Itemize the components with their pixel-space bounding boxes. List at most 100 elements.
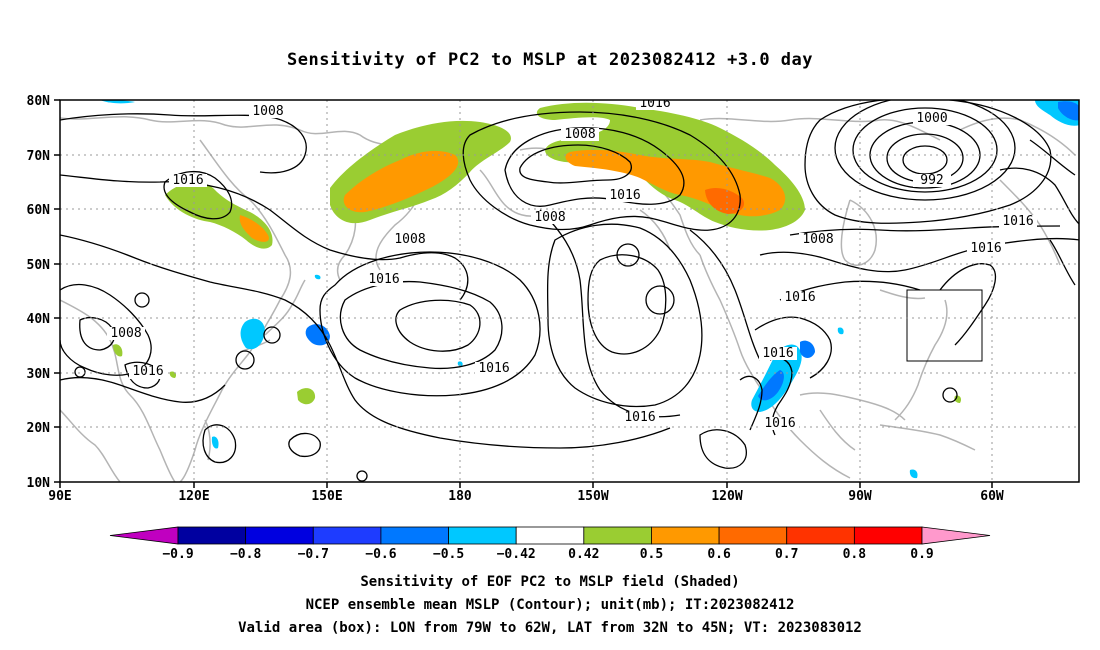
contour-label-bg — [799, 233, 837, 246]
caption-line-2: NCEP ensemble mean MSLP (Contour); unit(… — [305, 597, 795, 613]
shade-negative-japan — [240, 318, 265, 350]
shade-positive-small2 — [113, 344, 123, 357]
contour-label-bg — [365, 273, 403, 286]
colorbar-label: 0.42 — [568, 547, 599, 562]
shade-negative-greenland-core — [1058, 101, 1079, 121]
colorbar-swatch — [786, 526, 855, 545]
contour-label: 1008 — [252, 104, 283, 119]
colorbar-label: 0.9 — [910, 547, 933, 562]
sensitivity-shading — [100, 100, 1079, 479]
contour-label: 1016 — [368, 272, 399, 287]
contour-label: 992 — [920, 173, 943, 188]
caption-line-1: Sensitivity of EOF PC2 to MSLP field (Sh… — [360, 574, 740, 590]
shade-negative-florida — [837, 327, 844, 335]
colorbar-swatch — [448, 526, 517, 545]
colorbar-swatch — [380, 526, 449, 545]
colorbar-swatch — [177, 526, 247, 545]
colorbar-label: 0.6 — [707, 547, 731, 562]
shade-negative-nw — [100, 100, 135, 104]
shade-positive-siberia — [165, 182, 273, 249]
lat-tick-label: 20N — [27, 421, 51, 436]
contour-label-bg — [967, 242, 1005, 255]
shade-negative-phil — [211, 436, 219, 449]
colorbar: −0.9 −0.8 −0.7 −0.6 −0.5 −0.42 0.42 0.5 0.6 0.7 0.… — [109, 526, 991, 562]
lon-tick-label: 120E — [178, 489, 209, 504]
contour-label: 1016 — [764, 416, 795, 431]
colorbar-lower-extend — [109, 526, 179, 545]
map-area — [60, 100, 1079, 482]
contour-label-bg — [606, 189, 644, 202]
colorbar-label: −0.6 — [365, 547, 396, 562]
shade-orange-siberia — [239, 215, 269, 242]
colorbar-label: −0.42 — [497, 547, 536, 562]
axis-ticks: 90E 120E 150E 180 150W 120W 90W 60W 80N 70N 60N 50N… — [27, 94, 1004, 504]
colorbar-label: 0.7 — [775, 547, 798, 562]
shade-negative-carib — [909, 469, 918, 479]
contour-label-bg — [621, 411, 659, 424]
contour-label-bg — [761, 417, 799, 430]
shade-positive-small1 — [297, 388, 316, 405]
colorbar-swatch — [853, 526, 923, 545]
contour-label: 1016 — [639, 96, 670, 111]
colorbar-swatch — [312, 526, 382, 545]
contour-label: 1008 — [110, 326, 141, 341]
valid-area-box — [906, 289, 983, 362]
colorbar-label: 0.8 — [843, 547, 867, 562]
lon-tick-label: 120W — [711, 489, 742, 504]
lon-tick-label: 180 — [448, 489, 472, 504]
shade-negative-kuril — [305, 324, 330, 346]
contour-label: 1008 — [564, 127, 595, 142]
caption-line-3: Valid area (box): LON from 79W to 62W, L… — [238, 620, 862, 636]
shade-negative-small1 — [314, 274, 321, 280]
colorbar-label: −0.8 — [230, 547, 261, 562]
figure-title: Sensitivity of PC2 to MSLP at 2023082412… — [286, 50, 813, 70]
contour-label-bg — [781, 291, 819, 304]
contour-label-bg — [913, 112, 951, 125]
contour-label: 1016 — [784, 290, 815, 305]
shade-negative-small2 — [457, 361, 463, 367]
lon-tick-label: 90W — [848, 489, 872, 504]
contour-label-bg — [169, 174, 207, 187]
lat-tick-label: 40N — [27, 312, 51, 327]
shade-darkorange-arctic — [705, 187, 745, 214]
contour-label-bg — [759, 347, 797, 360]
colorbar-label: −0.5 — [433, 547, 464, 562]
lat-tick-label: 80N — [27, 94, 51, 109]
contour-label-bg — [531, 211, 569, 224]
shade-orange-bering — [343, 150, 459, 213]
contour-labels: 1008 1016 1008 1016 1000 992 1008 1016 1008 1016 1… — [107, 96, 1037, 431]
contour-label: 1016 — [624, 410, 655, 425]
contour-label-bg — [475, 362, 513, 375]
colorbar-swatch — [515, 526, 585, 545]
lon-tick-label: 90E — [48, 489, 71, 504]
colorbar-swatch — [583, 526, 652, 545]
lon-tick-label: 150E — [311, 489, 342, 504]
contour-label: 1016 — [970, 241, 1001, 256]
contour-label: 1016 — [172, 173, 203, 188]
contour-label: 1016 — [132, 364, 163, 379]
map-frame — [59, 99, 1080, 483]
colorbar-swatch — [651, 526, 720, 545]
grid-lines — [60, 100, 1079, 482]
lat-tick-label: 60N — [27, 203, 51, 218]
contour-label-bg — [129, 365, 167, 378]
contour-label-bg — [391, 233, 429, 246]
contour-label-bg — [913, 174, 951, 187]
lon-tick-label: 60W — [980, 489, 1004, 504]
contour-label-bg — [249, 105, 287, 118]
contour-label: 1016 — [609, 188, 640, 203]
contour-label: 1016 — [762, 346, 793, 361]
contour-label-bg — [561, 128, 599, 141]
contour-label: 1016 — [478, 361, 509, 376]
colorbar-swatch — [245, 526, 314, 545]
lat-tick-label: 10N — [27, 476, 51, 491]
contour-label: 1000 — [916, 111, 947, 126]
lon-tick-label: 150W — [577, 489, 608, 504]
contour-label: 1008 — [802, 232, 833, 247]
contour-label-bg — [636, 100, 674, 110]
colorbar-label: −0.7 — [298, 547, 329, 562]
contour-label-bg — [107, 327, 145, 340]
shade-negative-mexico-core — [758, 370, 784, 401]
lat-tick-label: 30N — [27, 367, 51, 382]
